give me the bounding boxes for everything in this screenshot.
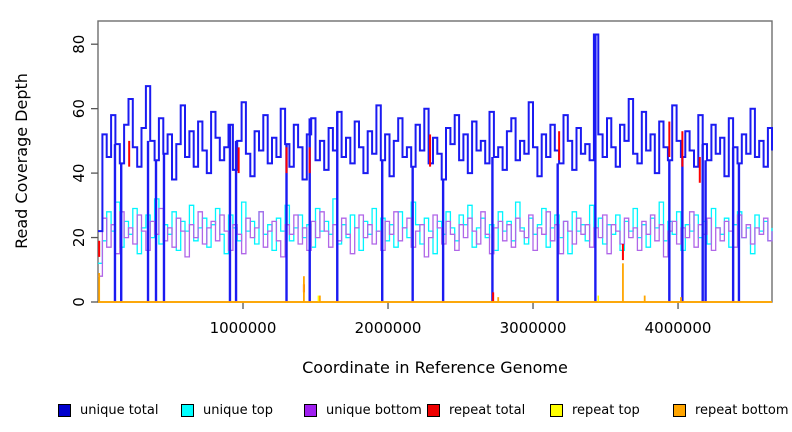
x-tick-label: 3000000: [500, 319, 567, 337]
y-tick-label: 60: [70, 99, 88, 118]
series-unique-bottom: [98, 207, 773, 277]
x-axis-title: Coordinate in Reference Genome: [302, 358, 568, 377]
legend-label-repeat-total: repeat total: [449, 402, 526, 418]
legend-swatch-unique-total-icon: [58, 403, 71, 417]
legend-item-unique-top: unique top: [181, 401, 273, 419]
y-tick-label: 40: [70, 164, 88, 183]
legend-label-unique-total: unique total: [80, 402, 159, 418]
legend-swatch-unique-bottom-icon: [304, 403, 317, 417]
y-tick-label: 20: [70, 228, 88, 247]
y-axis-title: Read Coverage Depth: [12, 73, 31, 249]
plot-area: 0 20 40 60 80 1000000 2000000 3000000 4000000: [70, 20, 773, 337]
legend-swatch-repeat-bottom-icon: [673, 403, 686, 417]
y-tick-label: 0: [70, 297, 88, 307]
legend-item-repeat-top: repeat top: [550, 401, 640, 419]
chart-legend: unique total unique top unique bottom repea…: [0, 401, 792, 425]
y-tick-label: 80: [70, 35, 88, 54]
legend-item-unique-bottom: unique bottom: [304, 401, 422, 419]
legend-label-unique-bottom: unique bottom: [326, 402, 422, 418]
legend-swatch-repeat-top-icon: [550, 403, 563, 417]
legend-item-repeat-bottom: repeat bottom: [673, 401, 789, 419]
legend-label-repeat-top: repeat top: [572, 402, 640, 418]
legend-item-repeat-total: repeat total: [427, 401, 525, 419]
legend-swatch-repeat-total-icon: [427, 403, 440, 417]
x-tick-label: 1000000: [210, 319, 277, 337]
x-tick-label: 2000000: [355, 319, 422, 337]
series-unique-total: [98, 33, 773, 233]
legend-item-unique-total: unique total: [58, 401, 158, 419]
legend-label-unique-top: unique top: [203, 402, 274, 418]
legend-label-repeat-bottom: repeat bottom: [695, 402, 789, 418]
legend-swatch-unique-top-icon: [181, 403, 194, 417]
read-coverage-chart: 0 20 40 60 80 1000000 2000000 3000000 4000000 Co…: [12, 20, 773, 377]
series-unique-top: [98, 198, 773, 264]
x-tick-label: 4000000: [645, 319, 712, 337]
